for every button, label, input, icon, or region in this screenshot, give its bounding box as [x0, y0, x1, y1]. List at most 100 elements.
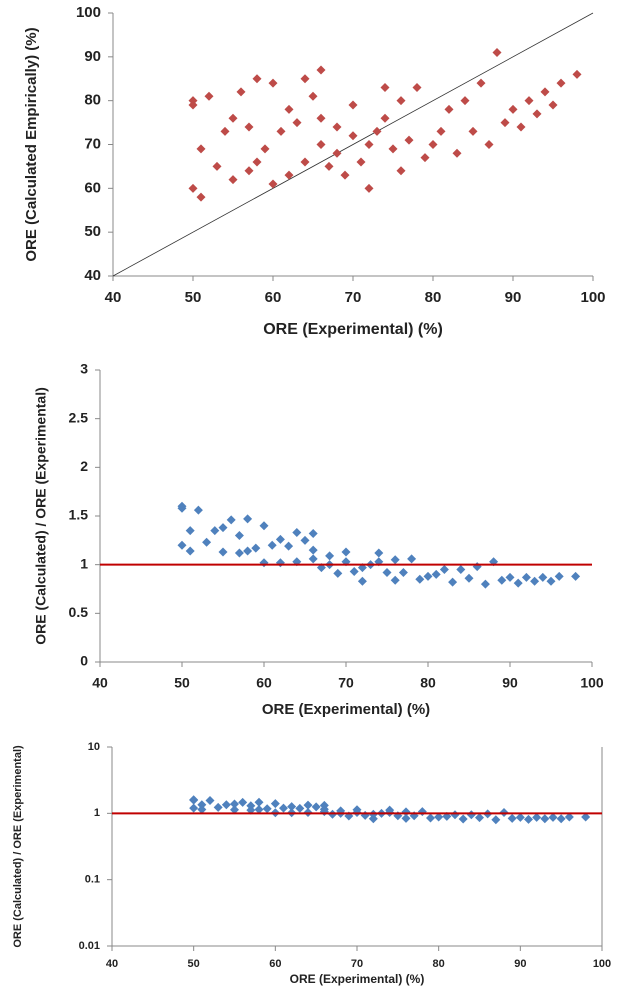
scatter-point — [466, 810, 476, 820]
scatter-point — [468, 126, 478, 136]
x-axis-title: ORE (Experimental) (%) — [263, 321, 443, 338]
scatter-point — [460, 96, 470, 106]
scatter-point — [284, 541, 294, 551]
scatter-point — [226, 515, 236, 525]
x-tick-label: 60 — [256, 675, 272, 691]
scatter-point — [308, 529, 318, 539]
scatter-point — [532, 109, 542, 119]
x-tick-label: 50 — [185, 289, 202, 306]
scatter-point — [300, 74, 310, 84]
scatter-point — [507, 813, 517, 823]
scatter-point — [260, 144, 270, 154]
scatter-point — [287, 802, 297, 812]
scatter-point — [388, 144, 398, 154]
scatter-point — [300, 535, 310, 545]
scatter-point — [548, 812, 558, 822]
scatter-point — [524, 96, 534, 106]
y-axis-title: ORE (Calculated) / ORE (Experimental) — [33, 387, 49, 645]
y-tick-label: 40 — [84, 267, 101, 284]
y-tick-label: 2.5 — [69, 409, 89, 425]
scatter-point — [279, 803, 288, 813]
scatter-point — [385, 805, 395, 815]
scatter-point — [270, 799, 280, 809]
scatter-point — [428, 140, 438, 149]
scatter-point — [230, 805, 239, 815]
scatter-point — [357, 576, 367, 586]
scatter-point — [316, 140, 326, 149]
scatter-point — [452, 148, 462, 158]
scatter-point — [516, 122, 526, 132]
scatter-point — [571, 571, 581, 581]
scatter-point — [341, 547, 351, 557]
scatter-point — [532, 812, 542, 822]
x-tick-label: 80 — [420, 675, 436, 691]
scatter-point — [212, 161, 222, 171]
scatter-point — [464, 573, 474, 583]
x-tick-label: 70 — [338, 675, 354, 691]
scatter-point — [515, 812, 525, 822]
scatter-point — [196, 192, 206, 202]
scatter-point — [352, 805, 362, 815]
scatter-point — [319, 804, 329, 814]
y-tick-label: 0 — [80, 653, 88, 669]
scatter-point — [450, 810, 460, 820]
scatter-point — [348, 100, 358, 110]
scatter-point — [196, 144, 206, 154]
scatter-point — [284, 104, 294, 114]
y-axis-title: ORE (Calculated Empirically) (%) — [23, 27, 40, 261]
x-axis-title: ORE (Experimental) (%) — [290, 972, 425, 986]
scatter-point — [475, 813, 484, 823]
y-tick-label: 50 — [84, 223, 101, 240]
scatter-point — [316, 65, 326, 75]
scatter-point — [390, 555, 400, 565]
identity-line — [112, 12, 594, 277]
scatter-point — [300, 157, 310, 167]
scatter-point — [456, 565, 466, 575]
scatter-point — [308, 545, 318, 555]
scatter-point — [254, 797, 264, 807]
scatter-point — [476, 78, 486, 88]
scatter-point — [244, 122, 254, 132]
scatter-point — [188, 183, 198, 193]
scatter-point — [508, 104, 518, 114]
scatter-point — [221, 800, 231, 810]
scatter-point — [254, 805, 264, 815]
scatter-point — [548, 100, 558, 110]
scatter-point — [262, 804, 272, 814]
x-tick-label: 100 — [580, 675, 604, 691]
scatter-point — [491, 815, 501, 825]
scatter-point — [439, 565, 449, 575]
scatter-point — [372, 126, 382, 136]
scatter-point — [412, 83, 422, 93]
scatter-point — [423, 571, 433, 581]
scatter-point — [484, 140, 494, 149]
scatter-point — [303, 800, 313, 810]
scatter-point — [268, 78, 278, 88]
scatter-point — [311, 802, 321, 812]
scatter-point — [581, 812, 591, 822]
y-tick-label: 0.1 — [85, 874, 100, 886]
y-tick-label: 1 — [80, 555, 88, 571]
scatter-point — [218, 523, 228, 533]
scatter-point — [420, 153, 430, 163]
scatter-point — [500, 118, 510, 128]
scatter-point — [185, 546, 195, 556]
x-tick-label: 90 — [502, 675, 518, 691]
scatter-point — [308, 554, 318, 564]
y-tick-label: 100 — [76, 4, 101, 21]
scatter-point — [396, 96, 406, 106]
scatter-point — [197, 800, 207, 810]
scatter-point — [202, 537, 212, 547]
scatter-point — [538, 572, 548, 582]
scatter-point — [251, 543, 261, 553]
scatter-point — [252, 74, 262, 84]
scatter-point — [333, 568, 343, 578]
scatter-point — [480, 579, 490, 589]
scatter-point — [368, 814, 378, 824]
scatter-point — [513, 578, 523, 588]
y-tick-label: 1.5 — [69, 507, 89, 523]
scatter-point — [458, 814, 468, 824]
scatter-point — [360, 810, 370, 820]
scatter-point — [426, 813, 435, 823]
x-tick-label: 70 — [351, 958, 363, 970]
